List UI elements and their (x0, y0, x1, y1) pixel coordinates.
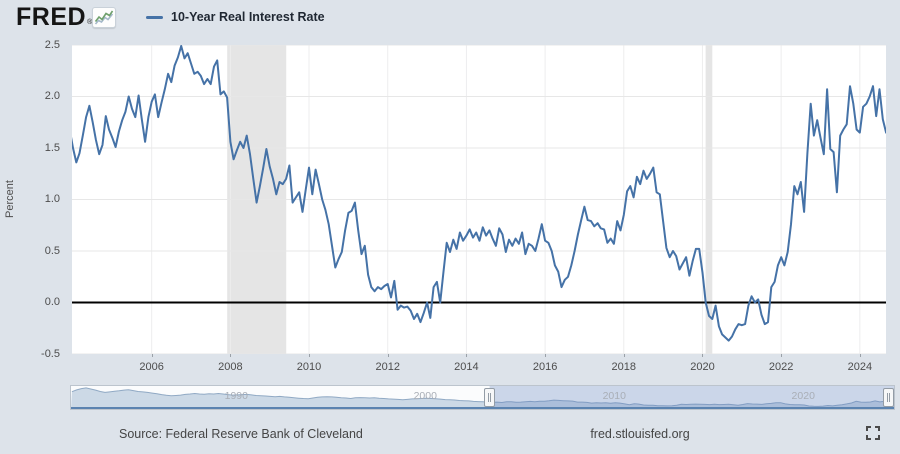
x-tick-mark (545, 353, 547, 357)
y-tick-label: 0.5 (44, 244, 60, 257)
x-tick-label: 2008 (218, 361, 243, 373)
series-line[interactable] (72, 45, 886, 342)
source-text: Source: Federal Reserve Bank of Clevelan… (119, 427, 363, 441)
chart-svg[interactable] (72, 45, 886, 354)
x-tick-label: 2006 (139, 361, 164, 373)
x-tick-mark (230, 353, 232, 357)
x-tick-mark (623, 353, 625, 357)
navigator-svg[interactable] (71, 386, 895, 409)
y-tick-label: 2.0 (44, 90, 60, 102)
fred-logo-chart-icon (92, 7, 116, 28)
y-tick-label: 1.0 (44, 193, 60, 205)
x-tick-mark (781, 353, 783, 357)
navigator-year-label: 2000 (413, 390, 437, 402)
navigator-year-label: 2020 (791, 390, 815, 402)
x-tick-label: 2016 (532, 361, 558, 373)
legend-label: 10-Year Real Interest Rate (171, 10, 325, 24)
x-tick-label: 2012 (375, 361, 400, 373)
fred-logo-text: FRED (16, 3, 87, 31)
x-tick-mark (859, 353, 861, 357)
header: FRED ® 10-Year Real Interest Rate (0, 0, 900, 36)
navigator[interactable] (70, 385, 895, 410)
x-tick-mark (387, 353, 389, 357)
x-tick-label: 2014 (454, 361, 479, 373)
x-tick-label: 2018 (611, 361, 637, 373)
y-tick-label: -0.5 (41, 347, 60, 360)
navigator-year-label: 1990 (224, 390, 248, 402)
x-tick-label: 2022 (768, 361, 794, 373)
navigator-year-label: 2010 (602, 390, 626, 402)
fullscreen-icon (866, 426, 880, 443)
navigator-bottom-edge (71, 407, 894, 409)
y-tick-label: 1.5 (44, 141, 60, 154)
y-tick-label: 0.0 (44, 296, 60, 308)
registered-mark: ® (87, 19, 93, 26)
x-tick-label: 2024 (847, 361, 873, 373)
navigator-selection-mask[interactable] (489, 386, 894, 409)
x-tick-label: 2020 (690, 361, 715, 373)
x-tick-mark (309, 353, 311, 357)
navigator-area (71, 387, 894, 409)
x-tick-label: 2010 (296, 361, 322, 373)
x-tick-mark (151, 353, 153, 357)
plot-area[interactable] (72, 45, 886, 354)
x-axis: 2006 2008 2010 2012 2014 2016 2018 2020 2022 2024 (139, 353, 873, 373)
fred-logo[interactable]: FRED ® (16, 4, 92, 30)
x-tick-mark (466, 353, 468, 357)
y-axis: 2.5 2.0 1.5 1.0 0.5 0.0 -0.5 (0, 0, 60, 380)
navigator-handle-left[interactable] (483, 388, 495, 407)
series-legend: 10-Year Real Interest Rate (146, 10, 325, 24)
fullscreen-button[interactable] (863, 424, 883, 444)
navigator-handle-right[interactable] (883, 388, 894, 407)
x-tick-mark (702, 353, 704, 357)
legend-line-swatch (146, 15, 163, 19)
y-tick-label: 2.5 (44, 38, 60, 51)
fred-site-link[interactable]: fred.stlouisfed.org (590, 427, 690, 441)
